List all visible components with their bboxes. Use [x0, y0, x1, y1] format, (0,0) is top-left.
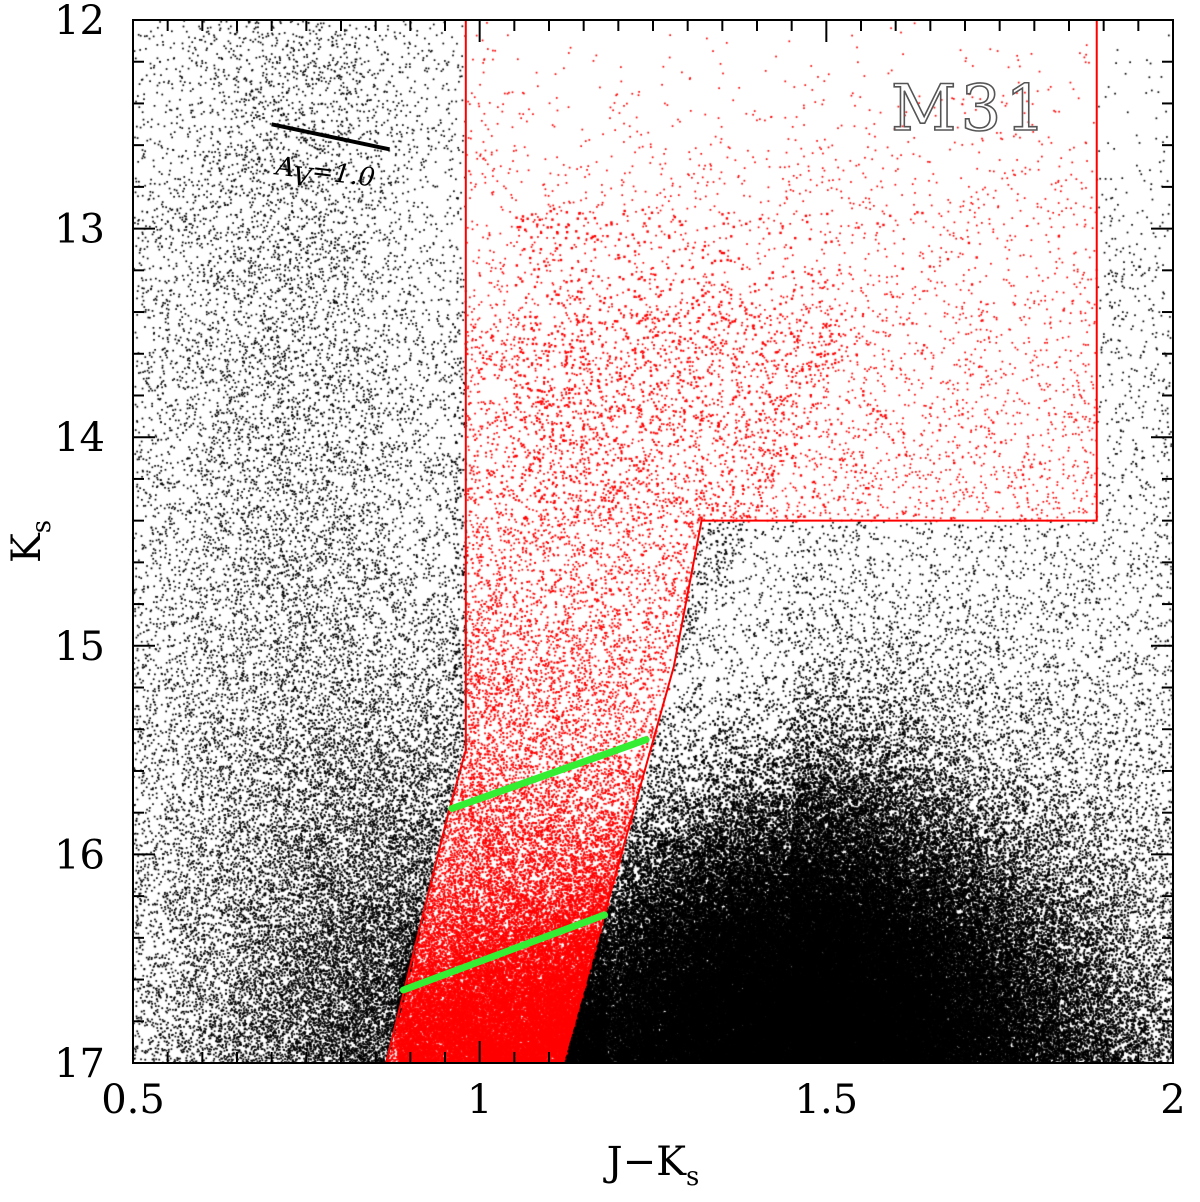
x-tick-label: 1.5 — [795, 1077, 859, 1123]
x-tick-label: 0.5 — [101, 1077, 165, 1123]
panel-label: M31 — [891, 72, 1050, 146]
green-reference-line-1 — [448, 736, 650, 813]
reddening-vector-label: AV=1.0 — [271, 151, 376, 201]
x-tick-label: 2 — [1160, 1077, 1185, 1123]
x-tick-label: 1 — [467, 1077, 492, 1123]
y-tick-label: 15 — [54, 624, 105, 670]
scatter-points — [133, 20, 1173, 1063]
y-tick-label: 14 — [54, 415, 105, 461]
scatter-points-image — [133, 20, 1173, 1063]
reddening-vector-label-text: AV=1.0 — [271, 151, 376, 201]
x-axis-title: J−Ks — [603, 1139, 700, 1192]
y-tick-label: 13 — [54, 207, 105, 253]
axis-ticks: 0.5 1 1.5 2 12 13 14 15 16 17 — [54, 0, 1186, 1123]
y-tick-label: 17 — [54, 1041, 105, 1087]
reddening-vector — [271, 122, 390, 152]
y-axis-title: Ks — [4, 520, 57, 563]
green-reference-line-2 — [399, 911, 608, 994]
y-tick-label: 12 — [54, 0, 105, 44]
y-tick-label: 16 — [54, 832, 105, 878]
y-axis-title-group: Ks — [4, 520, 57, 563]
